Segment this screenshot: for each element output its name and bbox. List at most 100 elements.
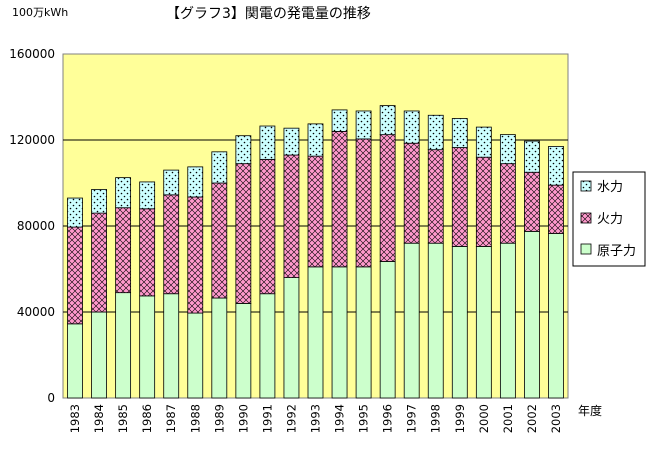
bar-hydro-1992 bbox=[283, 127, 300, 156]
x-tick-label: 2001 bbox=[501, 404, 515, 433]
bar-hydro-1998 bbox=[427, 114, 444, 151]
bar-thermal-2000 bbox=[475, 156, 492, 247]
x-tick-label: 1997 bbox=[405, 404, 419, 433]
x-tick-label: 2002 bbox=[525, 404, 539, 433]
bar-hydro-1996 bbox=[379, 105, 396, 136]
legend-label-nuclear: 原子力 bbox=[597, 244, 636, 259]
bar-hydro-1988 bbox=[187, 166, 204, 198]
bar-thermal-1989 bbox=[211, 182, 228, 299]
legend-label-thermal: 火力 bbox=[597, 212, 623, 227]
bar-nuclear-1992 bbox=[283, 277, 300, 399]
bar-hydro-1991 bbox=[259, 125, 276, 160]
bar-nuclear-1994 bbox=[331, 266, 348, 399]
bar-thermal-1995 bbox=[355, 138, 372, 268]
bar-thermal-1994 bbox=[331, 130, 348, 268]
x-tick-label: 1987 bbox=[164, 404, 178, 433]
bar-thermal-1987 bbox=[163, 194, 180, 295]
x-tick-label: 1990 bbox=[236, 404, 250, 433]
bar-nuclear-1998 bbox=[427, 242, 444, 399]
bar-hydro-2003 bbox=[548, 146, 564, 186]
bar-hydro-1986 bbox=[139, 181, 156, 210]
x-tick-label: 1995 bbox=[357, 404, 371, 433]
bar-hydro-1990 bbox=[235, 135, 252, 165]
bar-thermal-1999 bbox=[451, 147, 468, 247]
x-tick-label: 1985 bbox=[116, 404, 130, 433]
bar-hydro-1984 bbox=[91, 189, 107, 214]
bars bbox=[67, 105, 564, 399]
x-tick-label: 1996 bbox=[381, 404, 395, 433]
y-tick-label: 120000 bbox=[9, 133, 55, 147]
bar-hydro-2002 bbox=[524, 140, 540, 173]
bar-nuclear-1987 bbox=[163, 293, 180, 399]
bar-thermal-2003 bbox=[548, 184, 564, 234]
x-tick-label: 1993 bbox=[309, 404, 323, 433]
bar-hydro-1985 bbox=[115, 177, 132, 209]
bar-hydro-1997 bbox=[403, 110, 420, 144]
y-axis-ticks: 0 40000 80000 120000 160000 bbox=[9, 47, 55, 405]
chart-title: 【グラフ3】関電の発電量の推移 bbox=[166, 6, 371, 22]
x-tick-label: 1991 bbox=[260, 404, 274, 433]
x-tick-label: 1983 bbox=[68, 404, 82, 433]
bar-thermal-1984 bbox=[91, 212, 107, 313]
bar-nuclear-1985 bbox=[115, 292, 132, 399]
bar-thermal-1983 bbox=[67, 226, 83, 325]
bar-nuclear-1991 bbox=[259, 293, 276, 399]
bar-nuclear-1984 bbox=[91, 311, 107, 399]
bar-thermal-2002 bbox=[524, 171, 540, 232]
bar-thermal-1985 bbox=[115, 207, 132, 294]
bar-nuclear-1999 bbox=[451, 246, 468, 399]
x-tick-label: 1992 bbox=[284, 404, 298, 433]
bar-nuclear-1997 bbox=[403, 242, 420, 399]
x-tick-label: 1984 bbox=[92, 404, 106, 433]
x-tick-label: 1988 bbox=[188, 404, 202, 433]
bar-thermal-1991 bbox=[259, 158, 276, 295]
bar-nuclear-1988 bbox=[187, 312, 204, 399]
bar-thermal-1997 bbox=[403, 142, 420, 244]
x-axis-ticks: 1983 1984 1985 1986 1987 1988 1989 1990 1991 1992… bbox=[68, 404, 563, 433]
bar-thermal-1992 bbox=[283, 154, 300, 279]
bar-thermal-1998 bbox=[427, 149, 444, 244]
bar-nuclear-1996 bbox=[379, 261, 396, 399]
bar-hydro-1989 bbox=[211, 151, 228, 184]
legend-swatch-nuclear bbox=[580, 243, 592, 255]
bar-thermal-1988 bbox=[187, 196, 204, 314]
y-tick-label: 80000 bbox=[17, 219, 55, 233]
bar-nuclear-1986 bbox=[139, 295, 156, 399]
bar-hydro-2000 bbox=[475, 126, 492, 158]
legend-swatch-thermal bbox=[580, 212, 592, 224]
y-tick-label: 0 bbox=[47, 391, 55, 405]
bar-thermal-1986 bbox=[139, 208, 156, 297]
bar-nuclear-2000 bbox=[475, 246, 492, 399]
x-axis-label: 年度 bbox=[578, 403, 602, 418]
x-tick-label: 1986 bbox=[140, 404, 154, 433]
unit-label: 100万kWh bbox=[12, 6, 68, 19]
bar-nuclear-1990 bbox=[235, 302, 252, 399]
legend-label-hydro: 水力 bbox=[597, 180, 623, 195]
legend: 水力 火力 原子力 bbox=[572, 171, 646, 267]
bar-nuclear-2003 bbox=[548, 233, 564, 399]
bar-nuclear-2002 bbox=[524, 230, 540, 399]
x-tick-label: 1994 bbox=[333, 404, 347, 433]
bar-nuclear-1989 bbox=[211, 297, 228, 399]
bar-nuclear-2001 bbox=[499, 242, 516, 399]
bar-thermal-1993 bbox=[307, 155, 324, 268]
legend-swatch-hydro bbox=[580, 180, 592, 192]
bar-hydro-1994 bbox=[331, 109, 348, 132]
bar-hydro-2001 bbox=[499, 134, 516, 165]
x-tick-label: 2003 bbox=[549, 404, 563, 433]
bar-hydro-1995 bbox=[355, 110, 372, 140]
x-tick-label: 1999 bbox=[453, 404, 467, 433]
bar-nuclear-1995 bbox=[355, 266, 372, 399]
bar-hydro-1999 bbox=[451, 118, 468, 148]
bar-thermal-2001 bbox=[499, 163, 516, 244]
bar-nuclear-1983 bbox=[67, 323, 83, 399]
x-tick-label: 2000 bbox=[477, 404, 491, 433]
x-tick-label: 1989 bbox=[212, 404, 226, 433]
bar-hydro-1983 bbox=[67, 197, 83, 228]
y-tick-label: 160000 bbox=[9, 47, 55, 61]
bar-nuclear-1993 bbox=[307, 266, 324, 399]
bar-thermal-1996 bbox=[379, 134, 396, 262]
y-tick-label: 40000 bbox=[17, 305, 55, 319]
x-tick-label: 1998 bbox=[429, 404, 443, 433]
